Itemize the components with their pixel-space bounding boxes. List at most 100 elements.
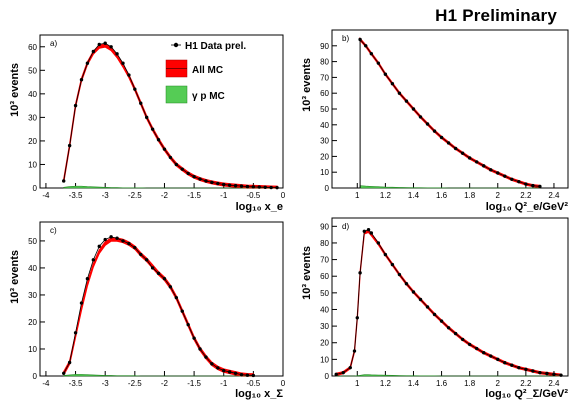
y-tick-label: 10	[320, 355, 329, 364]
data-point	[139, 101, 143, 105]
data-point	[245, 184, 250, 189]
y-tick-label: 50	[28, 66, 37, 75]
x-tick-label: 2.2	[520, 191, 532, 200]
x-tick-label: -1	[220, 379, 228, 388]
data-point	[251, 373, 256, 378]
data-point	[186, 171, 190, 176]
x-tick-label: 1.8	[464, 191, 476, 200]
data-point	[103, 237, 107, 242]
data-point	[121, 239, 125, 243]
x-tick-label: 0	[281, 379, 286, 388]
plot-frame	[331, 29, 569, 189]
data-point	[251, 185, 256, 189]
x-tick-label: -1	[220, 191, 228, 200]
data-point	[489, 168, 493, 172]
data-point	[358, 271, 362, 275]
series-gp-band	[336, 374, 561, 377]
data-point	[496, 357, 500, 362]
data-point	[390, 82, 395, 86]
data-point	[503, 174, 507, 178]
legend-allmc-label: All MC	[192, 65, 223, 76]
data-point	[397, 91, 402, 95]
data-point	[369, 52, 374, 56]
x-tick-label: 2	[496, 379, 501, 388]
y-tick-label: 50	[28, 237, 37, 246]
data-point	[216, 366, 220, 370]
x-tick-label: -2	[161, 379, 169, 388]
x-tick-label: 1.6	[436, 191, 448, 200]
data-point	[425, 122, 430, 126]
y-tick-label: 30	[320, 137, 329, 146]
data-point	[474, 160, 479, 164]
y-tick-label: 60	[28, 43, 37, 52]
data-point	[73, 103, 78, 108]
data-point	[245, 373, 250, 377]
panel-label: a)	[50, 39, 57, 48]
legend-data-label: H1 Data prel.	[185, 41, 246, 52]
x-tick-label: 1.8	[464, 379, 476, 388]
y-tick-label: 90	[320, 42, 329, 51]
series-data-line	[336, 229, 562, 376]
data-point	[174, 295, 179, 300]
x-tick-label: -2	[161, 191, 169, 200]
data-point	[115, 236, 119, 240]
data-point	[97, 42, 101, 47]
data-point	[376, 241, 381, 245]
data-point	[198, 177, 202, 181]
x-tick-label: -1.5	[187, 191, 201, 200]
y-axis-label: 10³ events	[301, 58, 313, 112]
y-tick-label: 0	[325, 184, 330, 193]
data-point	[404, 281, 409, 286]
data-point	[364, 44, 368, 48]
x-tick-label: 1.6	[436, 379, 448, 388]
data-point	[524, 182, 528, 186]
data-point	[411, 107, 416, 111]
data-point	[418, 297, 423, 302]
y-tick-label: 10	[28, 160, 37, 169]
y-tick-label: 20	[28, 137, 37, 146]
data-point	[439, 135, 444, 140]
data-point	[460, 151, 465, 155]
y-tick-label: 50	[320, 105, 329, 114]
data-point	[91, 49, 96, 54]
data-point	[233, 371, 238, 375]
x-tick-label: -2.5	[128, 379, 142, 388]
data-point	[489, 354, 493, 358]
data-point	[79, 301, 84, 305]
data-point	[115, 52, 119, 56]
y-tick-label: 80	[320, 239, 329, 248]
data-point	[62, 179, 66, 183]
y-tick-label: 40	[320, 305, 329, 314]
data-point	[269, 185, 273, 190]
data-point	[425, 305, 430, 309]
data-point	[366, 227, 371, 232]
data-point	[144, 258, 149, 262]
data-point	[150, 266, 155, 270]
data-point	[538, 184, 542, 189]
data-point	[496, 171, 500, 175]
x-tick-label: 0	[281, 191, 286, 200]
data-point	[192, 175, 196, 179]
data-point	[204, 179, 208, 183]
data-point	[383, 72, 388, 76]
data-point	[503, 360, 507, 365]
data-point	[133, 245, 137, 250]
data-point	[180, 309, 184, 313]
x-tick-label: 1.4	[408, 191, 420, 200]
x-tick-label: -4	[42, 379, 50, 388]
y-tick-label: 70	[320, 73, 329, 82]
data-point	[390, 262, 395, 267]
data-point	[180, 167, 184, 171]
x-tick-label: -0.5	[246, 379, 260, 388]
data-point	[210, 362, 214, 366]
data-point	[510, 177, 514, 182]
data-point	[341, 370, 345, 375]
data-point	[162, 147, 167, 151]
series-data-line	[63, 236, 254, 376]
data-point	[67, 360, 72, 365]
y-tick-label: 60	[320, 89, 329, 98]
data-point	[103, 41, 107, 45]
data-point	[538, 370, 542, 375]
data-point	[482, 164, 486, 168]
data-point	[453, 146, 458, 151]
